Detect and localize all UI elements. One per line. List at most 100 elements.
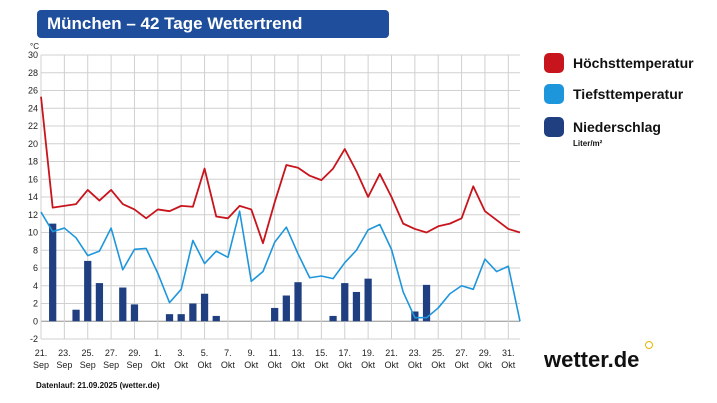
precipitation-bar	[49, 223, 57, 322]
x-tick-day: 7.	[224, 348, 232, 358]
data-run-footer: Datenlauf: 21.09.2025 (wetter.de)	[36, 381, 160, 390]
x-tick-month: Sep	[33, 360, 49, 370]
y-tick-label: 28	[28, 68, 38, 78]
y-tick-label: 14	[28, 192, 38, 202]
x-tick-day: 15.	[315, 348, 328, 358]
x-tick-month: Okt	[455, 360, 470, 370]
precipitation-bar	[212, 315, 220, 322]
x-tick-month: Okt	[268, 360, 283, 370]
precipitation-bar	[352, 291, 361, 322]
precipitation-bar	[119, 287, 127, 322]
y-tick-label: 6	[33, 263, 38, 273]
x-tick-month: Okt	[384, 360, 399, 370]
precipitation-bar	[200, 293, 209, 322]
y-tick-label: 8	[33, 245, 38, 255]
x-tick-month: Okt	[198, 360, 213, 370]
legend-swatch-high	[544, 53, 564, 73]
y-tick-label: 26	[28, 86, 38, 96]
precipitation-bar	[130, 304, 139, 322]
x-tick-day: 21.	[385, 348, 398, 358]
precipitation-bar	[72, 309, 80, 322]
x-tick-month: Okt	[501, 360, 516, 370]
x-tick-day: 25.	[81, 348, 94, 358]
x-tick-day: 1.	[154, 348, 162, 358]
y-tick-label: 20	[28, 139, 38, 149]
x-tick-day: 29.	[128, 348, 141, 358]
x-tick-day: 31.	[502, 348, 515, 358]
x-tick-month: Okt	[291, 360, 306, 370]
x-tick-month: Okt	[361, 360, 376, 370]
y-tick-label: 18	[28, 157, 38, 167]
chart-title-bar: München – 42 Tage Wettertrend	[37, 10, 389, 38]
y-axis-unit: °C	[30, 42, 39, 51]
y-tick-label: 12	[28, 210, 38, 220]
x-tick-month: Sep	[103, 360, 119, 370]
x-tick-day: 27.	[105, 348, 118, 358]
x-tick-month: Okt	[314, 360, 329, 370]
legend-item-high: Höchsttemperatur	[544, 53, 694, 73]
x-tick-month: Sep	[80, 360, 96, 370]
precipitation-bar	[95, 283, 104, 322]
precipitation-bar	[341, 283, 349, 322]
x-tick-month: Okt	[408, 360, 423, 370]
y-tick-label: 2	[33, 299, 38, 309]
x-tick-day: 29.	[479, 348, 492, 358]
temperature-lines	[40, 96, 521, 322]
legend-precip-unit: Liter/m²	[573, 139, 603, 148]
legend-label-low: Tiefsttemperatur	[573, 86, 684, 102]
x-tick-month: Okt	[431, 360, 446, 370]
high-temperature-line	[40, 96, 521, 245]
x-tick-day: 9.	[248, 348, 256, 358]
x-tick-month: Sep	[126, 360, 142, 370]
brand-logo-dot	[645, 341, 653, 349]
y-tick-label: 24	[28, 103, 38, 113]
precipitation-bar	[84, 260, 92, 322]
precipitation-bar	[282, 295, 290, 322]
y-tick-label: 0	[33, 316, 38, 326]
x-tick-day: 5.	[201, 348, 209, 358]
legend-swatch-low	[544, 84, 564, 104]
x-tick-day: 11.	[269, 348, 281, 358]
x-tick-day: 23.	[58, 348, 71, 358]
x-tick-day: 17.	[338, 348, 351, 358]
y-tick-label: 16	[28, 174, 38, 184]
precipitation-bars	[49, 223, 431, 322]
precipitation-bar	[165, 314, 174, 322]
x-tick-day: 21.	[35, 348, 48, 358]
x-tick-day: 23.	[409, 348, 422, 358]
y-tick-label: 4	[33, 281, 38, 291]
x-tick-day: 25.	[432, 348, 445, 358]
x-tick-day: 13.	[292, 348, 305, 358]
y-tick-label: 22	[28, 121, 38, 131]
x-tick-labels: 21. Sep 23. Sep 25. Sep 27. Sep 29. Sep 1. Okt 3. Okt…	[33, 348, 516, 370]
precipitation-bar	[364, 278, 372, 322]
low-temperature-line	[40, 210, 521, 322]
x-tick-month: Okt	[174, 360, 189, 370]
brand-logo-text: wetter.de	[544, 347, 640, 372]
legend-item-precip: Niederschlag Liter/m²	[544, 117, 661, 148]
x-tick-month: Okt	[221, 360, 236, 370]
legend-label-high: Höchsttemperatur	[573, 55, 694, 71]
x-tick-month: Okt	[244, 360, 259, 370]
x-tick-day: 27.	[455, 348, 468, 358]
x-tick-month: Okt	[478, 360, 493, 370]
x-tick-month: Okt	[151, 360, 166, 370]
precipitation-bar	[189, 303, 197, 322]
legend-swatch-precip	[544, 117, 564, 137]
precipitation-bar	[271, 307, 279, 322]
x-tick-day: 3.	[177, 348, 185, 358]
precipitation-bar	[329, 315, 337, 322]
x-tick-month: Okt	[338, 360, 353, 370]
y-tick-label: 30	[28, 50, 38, 60]
y-tick-label: 10	[28, 228, 38, 238]
chart-title: München – 42 Tage Wettertrend	[47, 14, 303, 33]
legend-label-precip: Niederschlag	[573, 119, 661, 135]
x-tick-day: 19.	[362, 348, 375, 358]
legend-item-low: Tiefsttemperatur	[544, 84, 683, 104]
precipitation-bar	[294, 282, 302, 322]
precipitation-bar	[177, 314, 185, 322]
x-tick-month: Sep	[56, 360, 72, 370]
y-tick-label: -2	[30, 334, 38, 344]
